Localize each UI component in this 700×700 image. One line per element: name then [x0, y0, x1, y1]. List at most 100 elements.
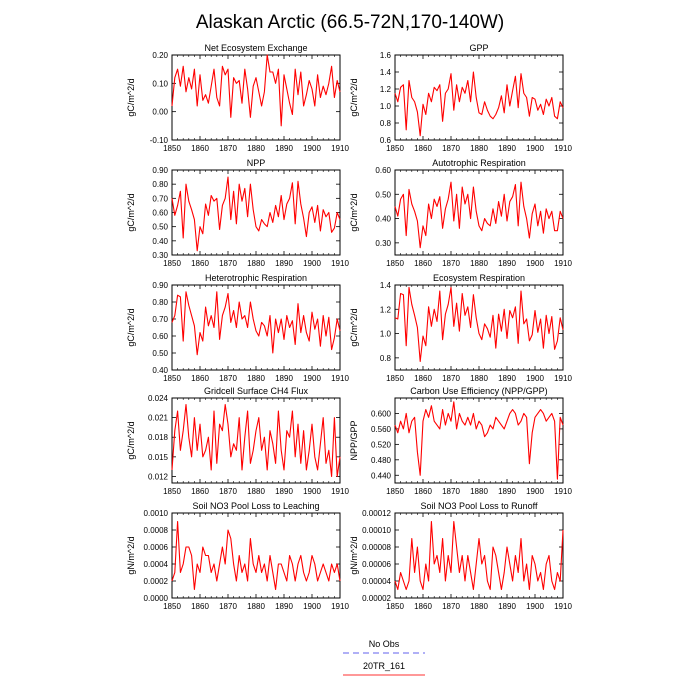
series-line — [171, 54, 341, 127]
panel-title: NPP — [247, 158, 266, 168]
x-tick-label: 1880 — [247, 487, 265, 496]
x-tick-label: 1860 — [191, 374, 209, 383]
x-tick-label: 1870 — [219, 144, 237, 153]
plot-frame — [394, 169, 564, 256]
panel-9: Soil NO3 Pool Loss to Runoff gN/m^2/d 1850… — [349, 501, 572, 611]
y-axis-label: gC/m^2/d — [126, 78, 136, 116]
y-tick-label: 0.0008 — [144, 526, 169, 535]
y-tick-label: 0.40 — [152, 237, 168, 246]
y-tick-label: 0.70 — [152, 194, 168, 203]
x-tick-label: 1910 — [554, 487, 572, 496]
y-tick-label: 0.0000 — [144, 594, 169, 603]
plot-frame — [171, 169, 341, 256]
x-tick-label: 1890 — [498, 487, 516, 496]
x-tick-label: 1890 — [498, 259, 516, 268]
plot-frame — [171, 397, 341, 484]
y-tick-label: 0.60 — [375, 166, 391, 175]
x-tick-label: 1880 — [247, 602, 265, 611]
x-tick-label: 1900 — [303, 487, 321, 496]
y-axis-label: gC/m^2/d — [126, 308, 136, 346]
y-tick-label: 0.0006 — [144, 543, 169, 552]
legend-label: No Obs — [369, 639, 400, 649]
panel-8: Soil NO3 Pool Loss to Leaching gN/m^2/d 18… — [126, 501, 349, 611]
panel-7: Carbon Use Efficiency (NPP/GPP) NPP/GPP 18… — [349, 386, 572, 496]
x-tick-label: 1860 — [191, 602, 209, 611]
x-tick-label: 1850 — [163, 487, 181, 496]
panel-0: Net Ecosystem Exchange gC/m^2/d 1850 1860 18… — [126, 43, 349, 153]
x-tick-label: 1890 — [498, 144, 516, 153]
y-axis-label: NPP/GPP — [349, 420, 359, 460]
panel-title: Soil NO3 Pool Loss to Runoff — [421, 501, 538, 511]
y-tick-label: 0.30 — [152, 251, 168, 260]
y-tick-label: 1.6 — [380, 51, 392, 60]
y-tick-label: 0.00010 — [362, 526, 391, 535]
y-tick-label: 0.90 — [152, 281, 168, 290]
x-tick-label: 1870 — [442, 374, 460, 383]
panel-title: Autotrophic Respiration — [432, 158, 526, 168]
y-tick-label: 0.70 — [152, 315, 168, 324]
panel-title: Carbon Use Efficiency (NPP/GPP) — [410, 386, 547, 396]
x-tick-label: 1860 — [191, 144, 209, 153]
x-tick-label: 1910 — [554, 602, 572, 611]
x-tick-label: 1910 — [331, 259, 349, 268]
y-tick-label: 1.4 — [380, 281, 392, 290]
x-tick-label: 1850 — [386, 487, 404, 496]
x-tick-label: 1870 — [442, 259, 460, 268]
y-tick-label: 1.0 — [380, 330, 392, 339]
x-tick-label: 1880 — [470, 374, 488, 383]
x-tick-label: 1850 — [163, 144, 181, 153]
y-tick-label: 0.00006 — [362, 560, 391, 569]
x-tick-label: 1890 — [498, 602, 516, 611]
x-tick-label: 1880 — [247, 144, 265, 153]
y-tick-label: 0.6 — [380, 136, 392, 145]
x-tick-label: 1890 — [275, 144, 293, 153]
panel-title: Gridcell Surface CH4 Flux — [204, 386, 309, 396]
x-tick-label: 1900 — [526, 602, 544, 611]
y-tick-label: 0.8 — [380, 119, 392, 128]
panel-title: GPP — [469, 43, 488, 53]
y-tick-label: 0.00008 — [362, 543, 391, 552]
x-tick-label: 1870 — [442, 144, 460, 153]
panel-title: Ecosystem Respiration — [433, 273, 525, 283]
x-tick-label: 1870 — [442, 487, 460, 496]
x-tick-label: 1860 — [414, 259, 432, 268]
series-line — [394, 286, 564, 363]
x-tick-label: 1890 — [275, 602, 293, 611]
y-tick-label: 0.40 — [152, 366, 168, 375]
y-tick-label: 0.00 — [152, 108, 168, 117]
plot-frame — [394, 512, 564, 599]
x-tick-label: 1890 — [275, 374, 293, 383]
y-tick-label: 0.0002 — [144, 577, 169, 586]
x-tick-label: 1910 — [331, 602, 349, 611]
series-line — [394, 181, 564, 249]
y-tick-label: 0.021 — [148, 414, 169, 423]
y-tick-label: 0.00002 — [362, 594, 391, 603]
y-tick-label: 0.20 — [152, 51, 168, 60]
y-axis-label: gC/m^2/d — [349, 193, 359, 231]
x-tick-label: 1860 — [414, 374, 432, 383]
plot-frame — [394, 54, 564, 141]
x-tick-label: 1870 — [219, 602, 237, 611]
y-axis-label: gC/m^2/d — [126, 193, 136, 231]
y-tick-label: 0.480 — [371, 456, 392, 465]
x-tick-label: 1850 — [163, 374, 181, 383]
legend: No Obs 20TR_161 — [343, 639, 425, 676]
y-tick-label: 0.00004 — [362, 577, 391, 586]
x-tick-label: 1850 — [386, 259, 404, 268]
x-tick-label: 1910 — [331, 374, 349, 383]
panel-1: GPP gC/m^2/d 1850 1860 1870 1880 1890 1900 1910 0… — [349, 43, 572, 153]
x-tick-label: 1900 — [303, 374, 321, 383]
series-line — [171, 403, 341, 478]
x-tick-label: 1850 — [386, 374, 404, 383]
y-tick-label: 0.50 — [152, 223, 168, 232]
x-tick-label: 1860 — [414, 602, 432, 611]
x-tick-label: 1860 — [191, 487, 209, 496]
main-title: Alaskan Arctic (66.5-72N,170-140W) — [196, 12, 504, 33]
y-tick-label: 1.4 — [380, 68, 392, 77]
x-tick-label: 1870 — [219, 487, 237, 496]
y-axis-label: gN/m^2/d — [349, 536, 359, 574]
x-tick-label: 1850 — [386, 144, 404, 153]
y-tick-label: 0.015 — [148, 453, 169, 462]
